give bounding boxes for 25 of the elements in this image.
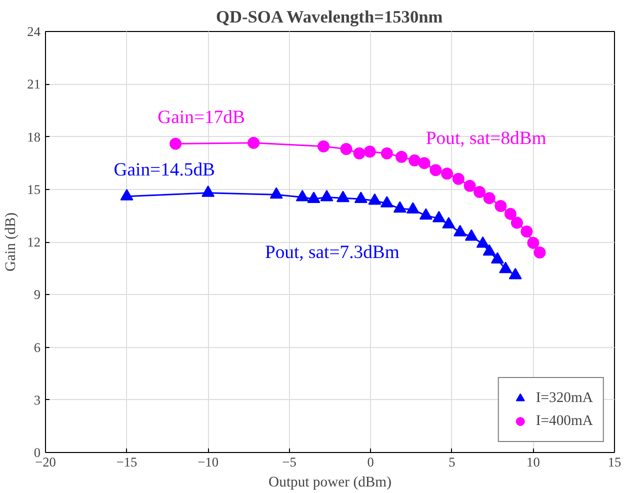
y-tick-label: 15	[27, 182, 41, 197]
x-tick-label: 0	[367, 454, 374, 470]
y-tick-label: 3	[34, 392, 41, 408]
annotation: Pout, sat=7.3dBm	[264, 242, 400, 264]
chart-title: QD-SOA Wavelength=1530nm	[216, 8, 444, 26]
x-tick-label: 10	[526, 454, 540, 470]
y-tick-label: 24	[27, 24, 41, 39]
y-tick-label: 0	[34, 445, 41, 460]
x-tick-label: 15	[608, 454, 622, 470]
y-axis-title: Gain (dB)	[3, 212, 20, 272]
legend-label: I=400mA	[536, 412, 593, 430]
x-tick-label: 5	[448, 454, 456, 470]
y-tick-label: 18	[27, 129, 41, 144]
x-tick-label: −5	[282, 454, 297, 470]
x-axis-title: Output power (dBm)	[268, 474, 392, 490]
y-tick-label: 9	[34, 287, 41, 302]
legend-label: I=320mA	[536, 390, 593, 406]
annotation: Gain=17dB	[158, 106, 245, 128]
y-tick-label: 6	[34, 340, 41, 355]
x-tick-label: −10	[198, 454, 219, 470]
x-tick-label: −15	[116, 454, 138, 470]
y-tick-label: 12	[27, 234, 40, 250]
annotation: Pout, sat=8dBm	[426, 128, 547, 150]
y-tick-label: 21	[27, 76, 40, 92]
annotation: Gain=14.5dB	[114, 160, 215, 181]
